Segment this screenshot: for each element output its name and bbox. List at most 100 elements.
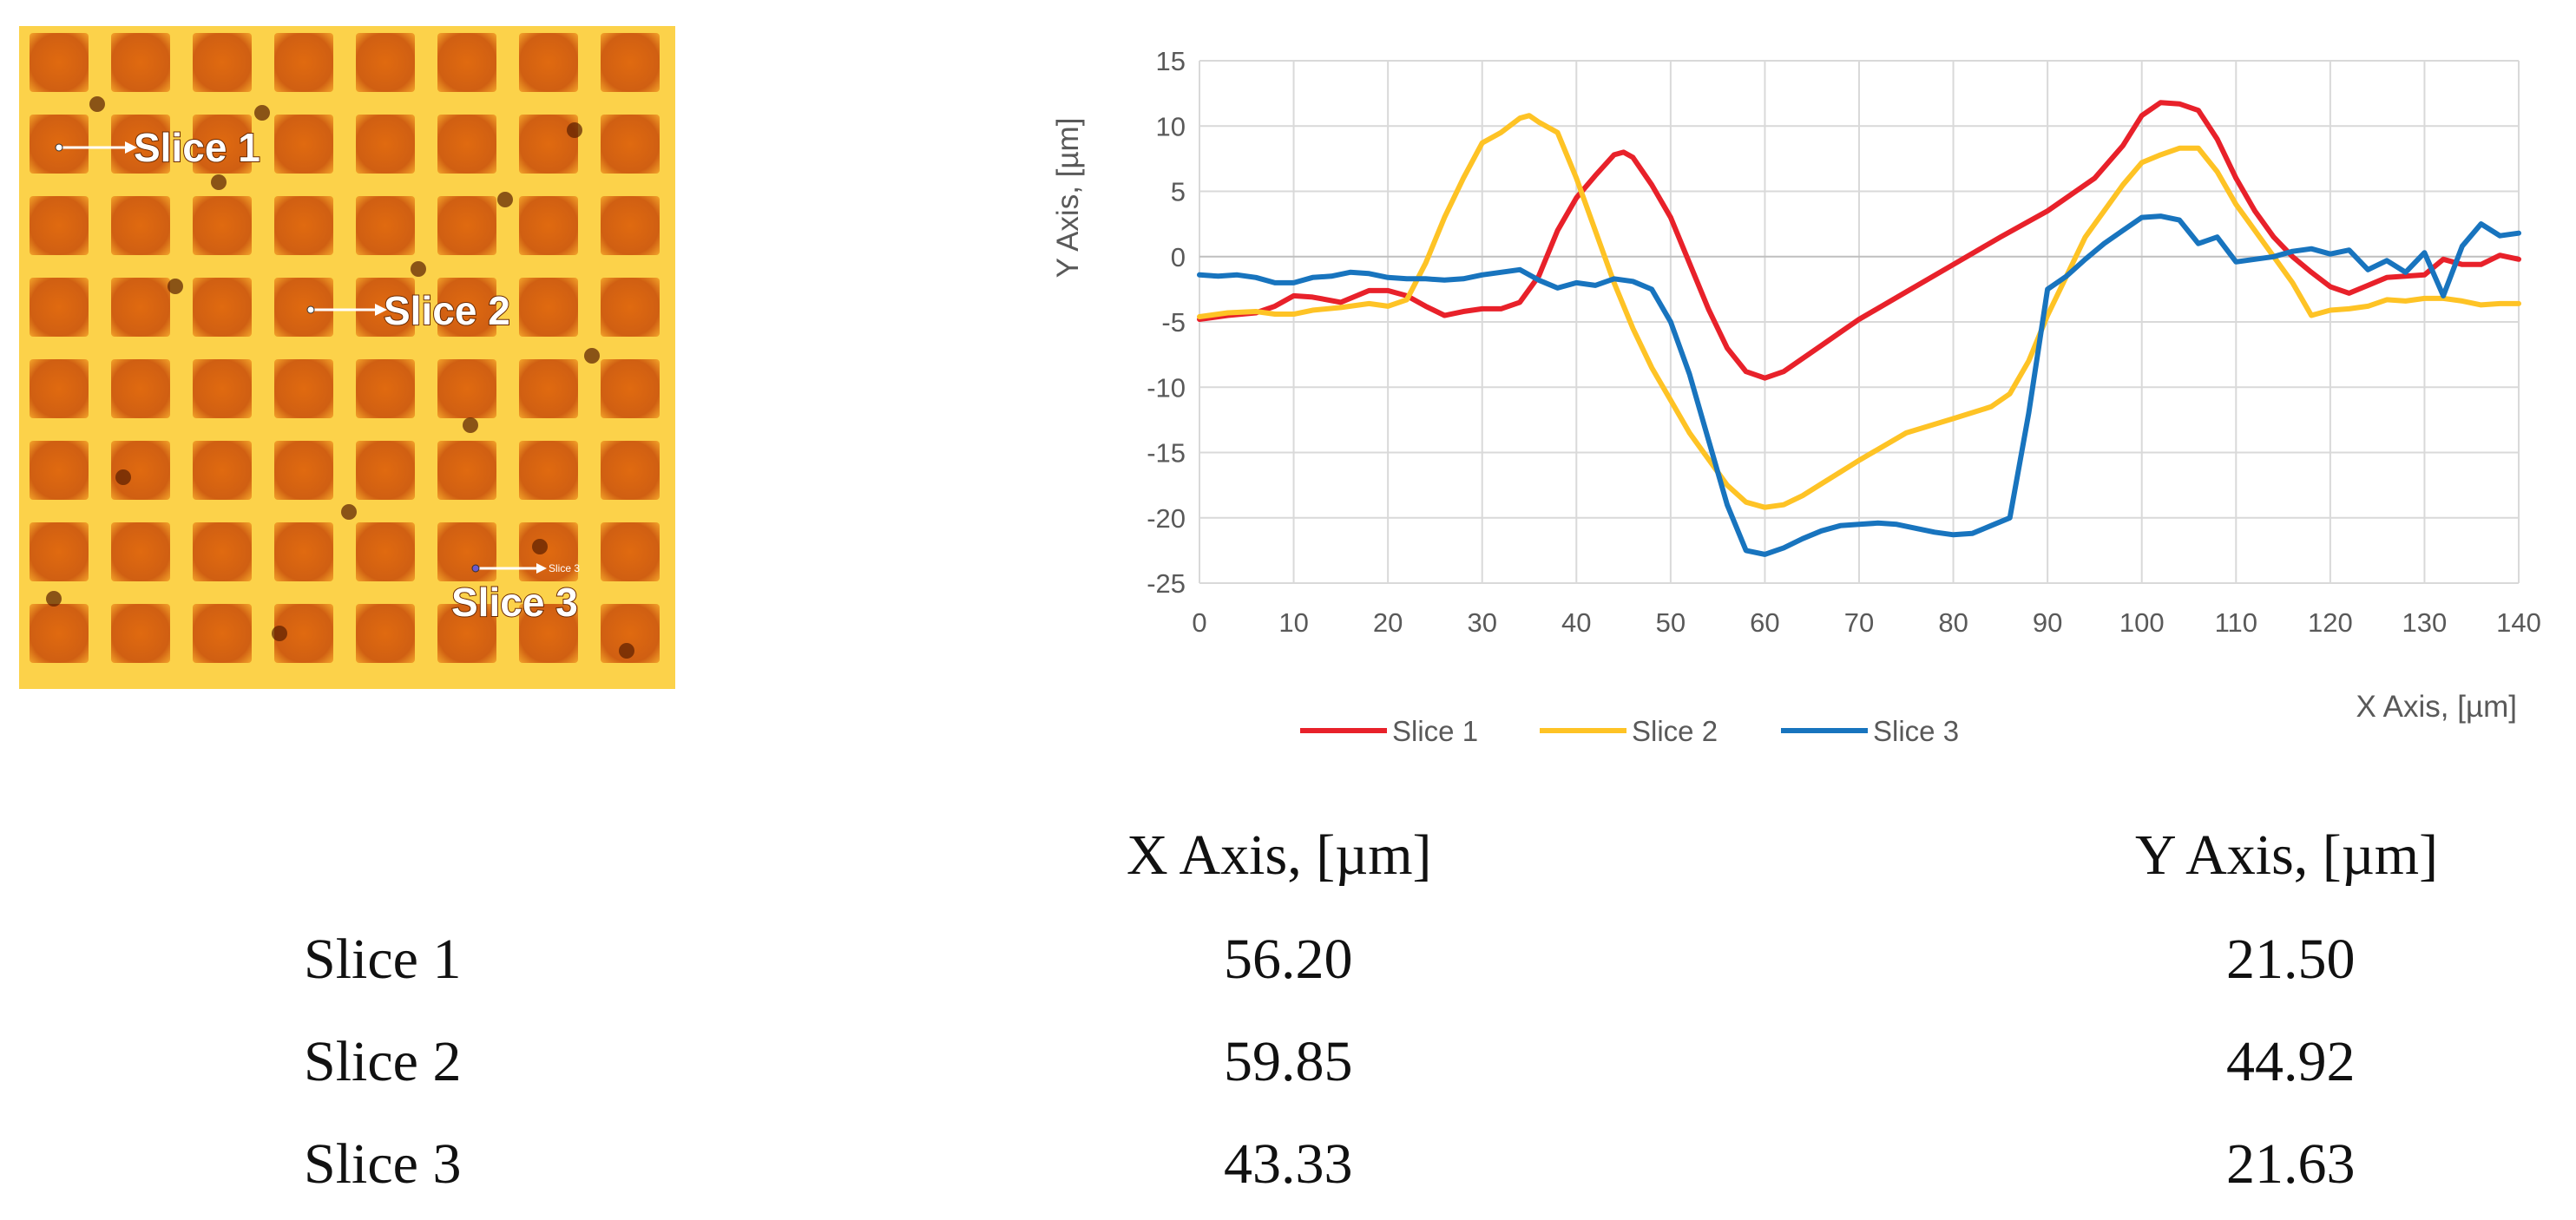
- row-label: Slice 3: [304, 1132, 462, 1196]
- micrograph-square: [356, 441, 415, 500]
- x-tick-label: 40: [1561, 607, 1591, 638]
- micrograph-square: [111, 278, 170, 337]
- micrograph-square: [193, 115, 252, 174]
- x-tick-label: 100: [2119, 607, 2165, 638]
- x-tick-label: 120: [2308, 607, 2353, 638]
- slice-3-marker: Slice 3 Slice 3: [450, 562, 580, 626]
- micrograph-square: [111, 33, 170, 92]
- row-x-value: 43.33: [1224, 1132, 1353, 1196]
- micrograph-square: [30, 278, 89, 337]
- micrograph-square: [193, 33, 252, 92]
- x-tick-label: 60: [1750, 607, 1779, 638]
- x-tick-label: 20: [1373, 607, 1403, 638]
- row-x-value: 56.20: [1224, 928, 1353, 991]
- micrograph-spot: [497, 192, 513, 207]
- x-tick-label: 10: [1278, 607, 1308, 638]
- series-line-slice-2: [1197, 113, 2521, 510]
- micrograph-square: [274, 33, 333, 92]
- micrograph-square: [519, 522, 578, 581]
- x-tick-label: 0: [1192, 607, 1206, 638]
- row-y-value: 44.92: [2226, 1030, 2356, 1093]
- micrograph-square: [437, 115, 496, 174]
- micrograph-square: [356, 604, 415, 663]
- micrograph-square: [437, 196, 496, 255]
- micrograph-square: [601, 196, 660, 255]
- micrograph-spot: [168, 279, 183, 294]
- results-table: X Axis, [µm] Y Axis, [µm] Slice 1 56.20 …: [0, 807, 2576, 1220]
- legend-label-slice-3: Slice 3: [1873, 715, 1959, 747]
- micrograph-square: [193, 196, 252, 255]
- x-tick-label: 130: [2402, 607, 2448, 638]
- micrograph-square: [30, 196, 89, 255]
- micrograph-spot: [211, 174, 227, 190]
- micrograph-square: [601, 115, 660, 174]
- x-tick-label: 110: [2215, 607, 2257, 638]
- micrograph-spot: [254, 105, 270, 121]
- y-axis-ticks: 15 10 5 0 -5 -10 -15 -20 -25: [1147, 46, 1186, 599]
- x-axis-ticks: 0 10 20 30 40 50 60 70 80 90 100 110 120 130 140: [1192, 607, 2540, 638]
- micrograph-square: [274, 522, 333, 581]
- row-y-value: 21.50: [2226, 928, 2356, 991]
- micrograph-spot: [532, 539, 548, 554]
- micrograph-square: [193, 278, 252, 337]
- micrograph-square: [356, 359, 415, 418]
- row-y-value: 21.63: [2226, 1132, 2356, 1196]
- micrograph-square: [30, 522, 89, 581]
- micrograph-square: [193, 359, 252, 418]
- micrograph-square: [519, 196, 578, 255]
- y-tick-label: -25: [1147, 568, 1186, 599]
- chart-legend: Slice 1 Slice 2 Slice 3: [1300, 715, 1959, 747]
- micrograph-square: [30, 604, 89, 663]
- micrograph-spot: [411, 261, 426, 277]
- micrograph-spot: [89, 96, 105, 112]
- y-tick-label: -5: [1161, 307, 1186, 338]
- micrograph-spot: [463, 417, 478, 433]
- micrograph-square: [437, 522, 496, 581]
- micrograph-square: [437, 359, 496, 418]
- micrograph-square: [519, 604, 578, 663]
- y-tick-label: 0: [1171, 242, 1186, 272]
- slice-1-label: Slice 1: [134, 125, 260, 170]
- micrograph-square: [519, 359, 578, 418]
- micrograph-spot: [46, 591, 62, 607]
- micrograph-image: Slice 1 Slice 2 Slice 3 Slice 3: [19, 26, 675, 689]
- micrograph-square: [519, 441, 578, 500]
- x-axis-title: X Axis, [µm]: [2356, 690, 2517, 724]
- table-header-y: Y Axis, [µm]: [2135, 823, 2439, 887]
- slice-3-label: Slice 3: [451, 580, 578, 625]
- micrograph-square: [274, 115, 333, 174]
- micrograph-square: [30, 33, 89, 92]
- micrograph-spot: [272, 626, 287, 641]
- micrograph-square: [519, 115, 578, 174]
- micrograph-square: [356, 115, 415, 174]
- x-tick-label: 140: [2496, 607, 2541, 638]
- micrograph-spot: [115, 469, 131, 485]
- slice-1-marker: Slice 1: [55, 124, 261, 171]
- micrograph-square: [193, 522, 252, 581]
- slice-2-label: Slice 2: [384, 288, 510, 333]
- micrograph-spot: [341, 504, 357, 520]
- chart-series: [1197, 100, 2521, 557]
- micrograph-square: [274, 441, 333, 500]
- micrograph-square: [437, 441, 496, 500]
- slice-2-marker: Slice 2: [306, 287, 511, 334]
- micrograph-square: [274, 359, 333, 418]
- y-tick-label: 10: [1156, 111, 1186, 141]
- micrograph-square: [193, 604, 252, 663]
- series-line-slice-1: [1197, 100, 2521, 381]
- slice-3-small-label: Slice 3: [549, 562, 580, 574]
- micrograph-square: [30, 441, 89, 500]
- y-tick-label: 15: [1156, 46, 1186, 76]
- micrograph-square: [519, 278, 578, 337]
- micrograph-square: [601, 278, 660, 337]
- legend-label-slice-2: Slice 2: [1632, 715, 1718, 747]
- micrograph-square: [601, 359, 660, 418]
- micrograph-square: [601, 604, 660, 663]
- micrograph-spot: [619, 643, 634, 659]
- micrograph-square: [356, 522, 415, 581]
- table-header-x: X Axis, [µm]: [1127, 823, 1432, 887]
- x-tick-label: 30: [1467, 607, 1496, 638]
- micrograph-spot: [584, 348, 600, 364]
- row-label: Slice 2: [304, 1030, 462, 1093]
